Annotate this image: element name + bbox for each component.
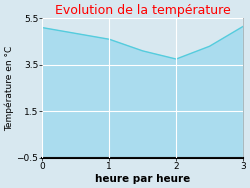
Y-axis label: Température en °C: Température en °C — [4, 45, 14, 131]
Title: Evolution de la température: Evolution de la température — [55, 4, 231, 17]
X-axis label: heure par heure: heure par heure — [95, 174, 190, 184]
